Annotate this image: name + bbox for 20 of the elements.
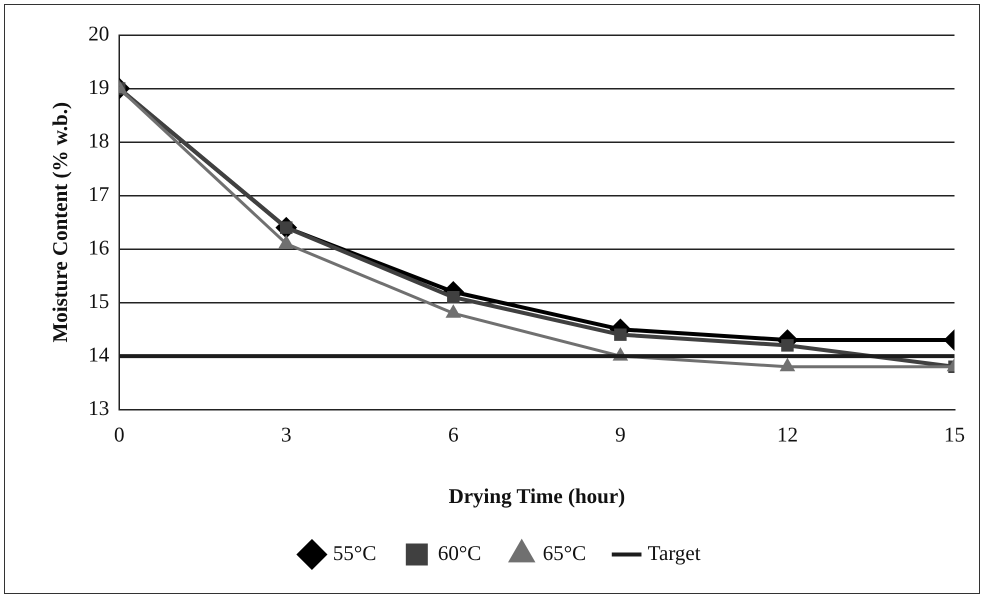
y-tick-label: 16 bbox=[88, 236, 110, 260]
legend-label: 65°C bbox=[542, 541, 586, 566]
x-tick-label: 3 bbox=[281, 422, 292, 447]
x-tick-label: 12 bbox=[776, 422, 798, 447]
legend-label: 60°C bbox=[438, 541, 482, 566]
legend-label: 55°C bbox=[332, 541, 376, 566]
y-tick-label: 17 bbox=[88, 182, 110, 206]
y-axis-title: Moisture Content (% w.b.) bbox=[48, 102, 72, 343]
x-axis-title: Drying Time (hour) bbox=[448, 484, 626, 508]
y-tick-label: 15 bbox=[88, 289, 110, 314]
y-tick-label: 14 bbox=[88, 342, 110, 367]
legend-label: Target bbox=[648, 541, 701, 566]
y-tick-label: 13 bbox=[88, 396, 110, 420]
x-tick-label: 6 bbox=[448, 422, 459, 447]
y-tick-label: 20 bbox=[88, 22, 110, 46]
y-tick-label: 19 bbox=[88, 75, 110, 100]
x-tick-label: 0 bbox=[114, 422, 124, 447]
x-tick-label: 9 bbox=[615, 422, 626, 447]
x-tick-label: 15 bbox=[944, 422, 965, 447]
y-tick-label: 18 bbox=[88, 128, 110, 153]
